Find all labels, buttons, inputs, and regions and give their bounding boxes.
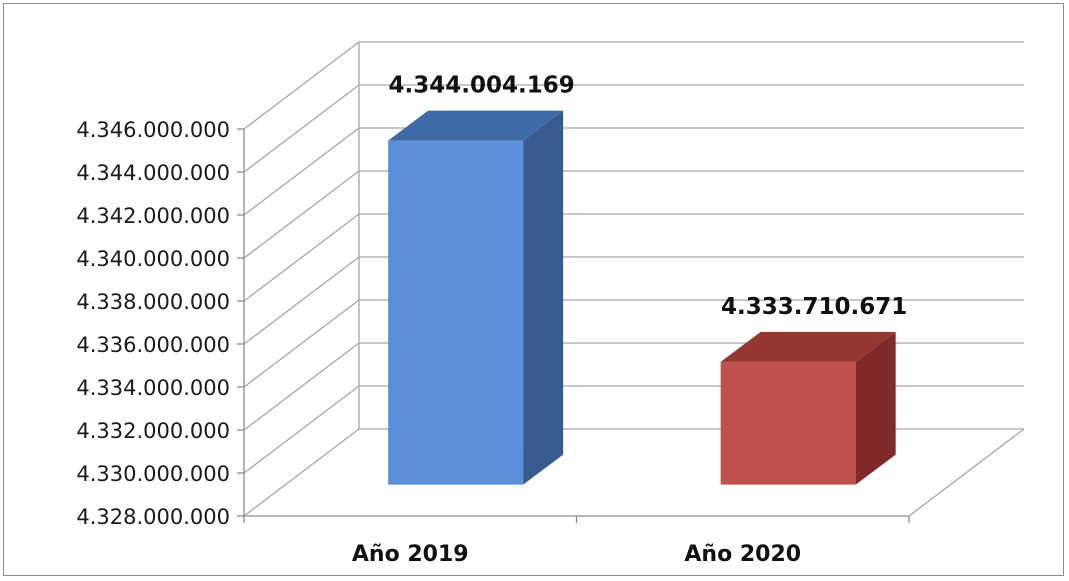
bar-side bbox=[855, 331, 896, 485]
bar-chart: 4.328.000.000 4.330.000.000 4.332.000.000 4… bbox=[76, 41, 1025, 567]
side-gridline bbox=[243, 41, 360, 130]
y-tick-label: 4.328.000.000 bbox=[76, 505, 230, 529]
side-gridline bbox=[243, 84, 360, 173]
y-tick-label: 4.346.000.000 bbox=[76, 118, 230, 142]
y-tick-label: 4.334.000.000 bbox=[76, 376, 230, 400]
y-tick-label: 4.338.000.000 bbox=[76, 290, 230, 314]
bar-side bbox=[523, 110, 564, 485]
y-tick-label: 4.332.000.000 bbox=[76, 419, 230, 443]
side-gridline bbox=[243, 256, 360, 345]
category-label: Año 2019 bbox=[352, 542, 469, 567]
axis-layer bbox=[237, 128, 1025, 523]
y-tick-label: 4.340.000.000 bbox=[76, 247, 230, 271]
side-gridline bbox=[243, 385, 360, 474]
side-gridline bbox=[243, 342, 360, 431]
side-gridline bbox=[243, 428, 360, 517]
side-gridline bbox=[243, 170, 360, 259]
bars-layer bbox=[388, 110, 896, 485]
grid-layer bbox=[243, 41, 1024, 517]
y-tick-label: 4.342.000.000 bbox=[76, 204, 230, 228]
bar-top bbox=[720, 331, 896, 362]
y-tick-label: 4.336.000.000 bbox=[76, 333, 230, 357]
side-gridline bbox=[243, 127, 360, 216]
side-gridline bbox=[243, 213, 360, 302]
chart-frame: 4.328.000.000 4.330.000.000 4.332.000.000 4… bbox=[3, 3, 1064, 576]
labels-layer: 4.328.000.000 4.330.000.000 4.332.000.000 4… bbox=[76, 73, 907, 567]
bar-front bbox=[388, 140, 524, 485]
y-tick-label: 4.330.000.000 bbox=[76, 462, 230, 486]
data-label: 4.333.710.671 bbox=[721, 294, 907, 320]
data-label: 4.344.004.169 bbox=[389, 73, 575, 99]
bar-top bbox=[388, 110, 564, 141]
floor-right-edge bbox=[908, 428, 1025, 517]
bar-front bbox=[720, 361, 856, 485]
side-gridline bbox=[243, 299, 360, 388]
y-tick-label: 4.344.000.000 bbox=[76, 161, 230, 185]
category-label: Año 2020 bbox=[684, 542, 801, 567]
